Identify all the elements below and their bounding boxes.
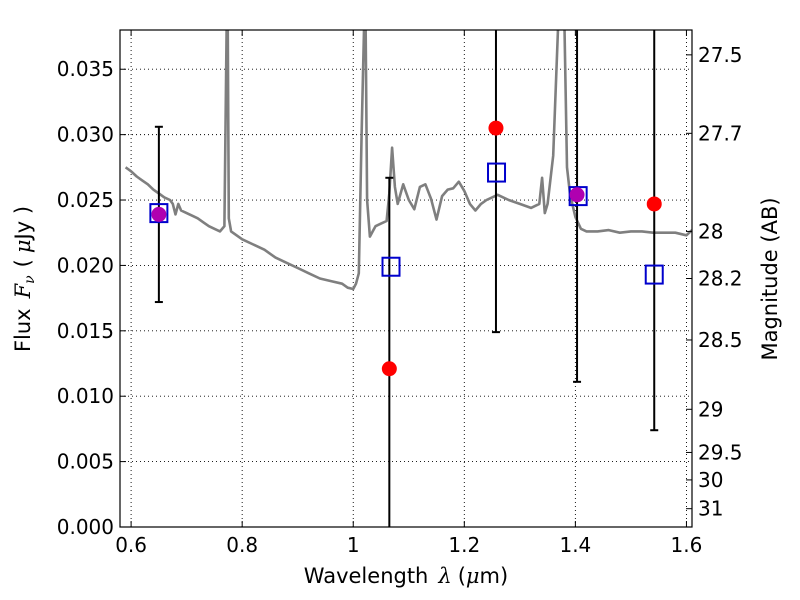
y2-tick-label: 29 [698, 397, 723, 421]
y-tick-label: 0.000 [57, 515, 114, 539]
y2-tick-label: 31 [698, 497, 723, 521]
y-tick-label: 0.035 [57, 57, 114, 81]
x-axis-label-symbol: λ [437, 564, 451, 588]
x-tick-label: 0.8 [226, 533, 258, 557]
y2-tick-label: 28.5 [698, 328, 743, 352]
observed-circle-marker [569, 187, 585, 203]
x-axis-label-mu: μ [466, 564, 480, 588]
y-tick-label: 0.015 [57, 319, 114, 343]
y2-axis-label: Magnitude (AB) [758, 197, 782, 360]
x-tick-label: 1 [347, 533, 360, 557]
y-tick-label: 0.005 [57, 450, 114, 474]
model-square-marker [149, 203, 169, 224]
x-tick-label: 0.6 [115, 533, 147, 557]
y2-tick-label: 29.5 [698, 440, 743, 464]
y2-tick-label: 28 [698, 219, 723, 243]
y-axis-label-unit: Jy ) [11, 206, 35, 242]
y-tick-label: 0.020 [57, 253, 114, 277]
x-axis-label-unit: m) [480, 564, 509, 588]
model-square-marker [568, 186, 588, 207]
y-tick-label: 0.025 [57, 188, 114, 212]
y2-tick-label: 30 [698, 468, 723, 492]
y2-tick-label: 27.5 [698, 43, 743, 67]
markers-layer [149, 120, 664, 377]
y-tick-label: 0.030 [57, 123, 114, 147]
y-axis-label-open: ( [11, 259, 35, 267]
plot-background [120, 30, 692, 527]
y2-tick-label: 28.2 [698, 267, 743, 291]
y-axis-label: Flux Fν ( μJy ) [11, 206, 38, 352]
x-axis-label-open: ( [458, 564, 466, 588]
axis-ticks: 0.6 0.8 1 1.2 1.4 1.6 0.000 0.005 0.010 0.015 0.02… [57, 30, 743, 557]
y2-tick-label: 27.7 [698, 121, 743, 145]
x-tick-label: 1.6 [671, 533, 703, 557]
model-square-marker [487, 162, 507, 183]
observed-circle-marker [488, 120, 504, 136]
observed-circle-marker [151, 206, 167, 222]
y-axis-label-mu: μ [11, 239, 35, 253]
x-axis-label-prefix: Wavelength [304, 564, 429, 588]
observed-circle-marker [381, 361, 397, 377]
x-tick-label: 1.4 [559, 533, 591, 557]
observed-circle-marker [646, 196, 662, 212]
model-square-marker [644, 264, 664, 285]
y-tick-label: 0.010 [57, 384, 114, 408]
y-axis-label-symbol: F [11, 282, 35, 299]
model-square-marker [381, 256, 401, 277]
x-tick-label: 1.2 [448, 533, 480, 557]
y-axis-label-subscript: ν [22, 275, 38, 284]
x-axis-label: Wavelength λ (μm) [304, 564, 508, 588]
y-axis-label-prefix: Flux [11, 308, 35, 352]
